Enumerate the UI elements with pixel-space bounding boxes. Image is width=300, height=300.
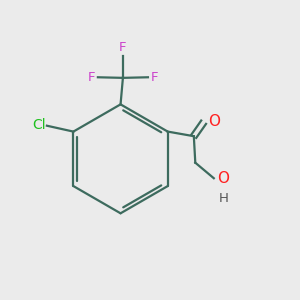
Text: F: F	[151, 71, 158, 84]
Text: O: O	[217, 171, 229, 186]
Text: Cl: Cl	[32, 118, 45, 132]
Text: H: H	[218, 192, 228, 206]
Text: F: F	[87, 71, 95, 84]
Text: O: O	[208, 113, 220, 128]
Text: F: F	[119, 41, 127, 54]
